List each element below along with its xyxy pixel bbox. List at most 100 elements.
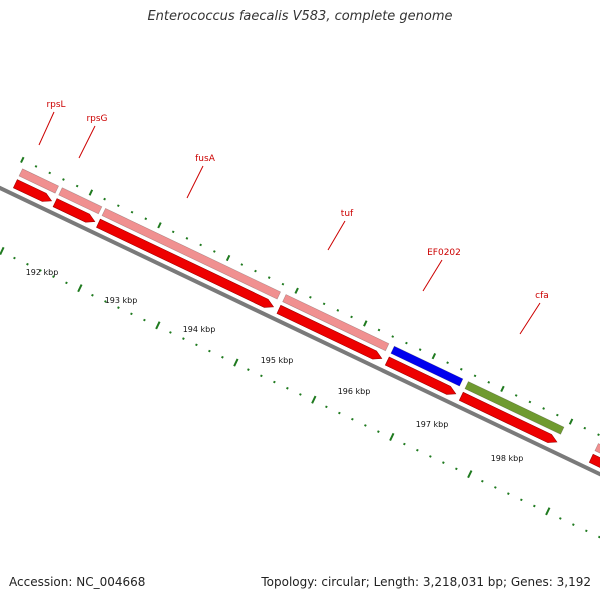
ruler-tick [65,281,68,285]
outer-tick [116,204,120,207]
outer-tick [48,171,52,175]
outer-tick [34,165,38,168]
ruler-tick [584,529,588,533]
outer-tick [583,426,587,430]
ruler-tick [389,432,395,441]
ruler-tick [77,284,83,293]
gene-label-fusa[interactable]: fusA [195,154,216,164]
ruler-tick [545,507,551,516]
kbp-label: 194 kbp [183,325,216,334]
cds-arrow[interactable] [13,179,53,202]
outer-tick [528,400,532,404]
outer-tick [405,341,408,345]
ruler-tick [195,343,198,347]
outer-tick [225,254,231,262]
ruler-tick [221,355,224,359]
ruler-tick [39,269,42,272]
gene-label-rpsl[interactable]: rpsL [46,100,65,110]
ruler-tick [233,358,239,367]
gene-label-tuf[interactable]: tuf [341,209,354,219]
outer-tick [171,230,175,234]
outer-tick [157,222,162,229]
gene-label-ef0202[interactable]: EF0202 [427,248,461,258]
gene-leader-line [78,125,96,159]
outer-tick [514,394,518,397]
kbp-label: 195 kbp [261,356,294,365]
gene-bar[interactable] [282,294,390,352]
ruler-tick [26,262,29,266]
outer-tick [267,276,271,279]
kbp-label: 192 kbp [26,268,59,277]
cds-arrow[interactable] [52,198,96,223]
gene-bar[interactable] [101,208,281,300]
cds-arrow[interactable] [458,391,558,443]
outer-tick [500,385,505,393]
ruler-tick [0,246,5,255]
ruler-tick [247,368,250,371]
outer-tick [213,250,216,253]
gene-label-cfa[interactable]: cfa [535,291,549,301]
outer-tick [487,381,491,384]
outer-tick [88,189,94,196]
outer-tick [350,315,353,319]
ruler-tick [299,393,302,396]
cds-arrow[interactable] [96,218,275,308]
outer-tick [431,353,437,360]
outer-tick [130,210,134,214]
outer-tick [185,237,189,240]
gene-leader-line [327,220,346,251]
gene-bar[interactable] [390,345,464,387]
outer-tick [281,282,285,286]
ruler-tick [455,467,458,471]
outer-tick [322,302,326,306]
ruler-tick [481,479,484,483]
outer-tick [377,328,381,332]
ruler-tick [403,442,406,446]
gene-leader-line [38,111,55,146]
outer-tick [446,361,449,365]
ruler-tick [13,256,16,260]
ruler-tick [507,492,510,495]
gene-bar[interactable] [464,381,565,435]
outer-tick [294,287,299,294]
outer-tick [542,407,545,410]
ruler-tick [533,504,536,508]
cds-arrow[interactable] [384,356,457,395]
outer-tick [144,217,148,221]
kbp-label: 193 kbp [105,296,138,305]
ruler-tick [104,300,107,303]
accession-label: Accession: NC_004668 [9,575,146,589]
gene-bar[interactable] [18,168,60,194]
outer-tick [103,197,106,201]
outer-tick [556,413,559,417]
ruler-tick [286,386,289,390]
ruler-tick [208,349,211,353]
gene-leader-line [519,302,541,335]
ruler-tick [467,470,473,479]
ruler-tick [91,293,94,297]
outer-tick [20,156,25,163]
outer-tick [336,309,340,312]
outer-tick [240,263,244,266]
outer-tick [199,243,202,247]
gene-bar[interactable] [594,443,600,473]
gene-label-rpsg[interactable]: rpsG [86,114,107,124]
outer-tick [418,348,422,351]
ruler-tick [117,306,120,309]
outer-tick [75,184,79,188]
ruler-tick [325,405,328,409]
ruler-tick [364,424,367,427]
ruler-tick [572,523,575,526]
outer-tick [391,335,395,338]
ruler-tick [143,318,146,322]
cds-arrow[interactable] [588,453,600,480]
outer-tick [254,269,257,273]
topology-summary: Topology: circular; Length: 3,218,031 bp… [261,575,591,589]
ruler-tick [155,321,161,330]
outer-tick [62,178,65,181]
outer-tick [597,433,600,437]
ruler-tick [429,455,432,458]
gene-bar[interactable] [58,187,103,215]
cds-arrow[interactable] [276,304,383,360]
ruler-tick [169,331,172,334]
